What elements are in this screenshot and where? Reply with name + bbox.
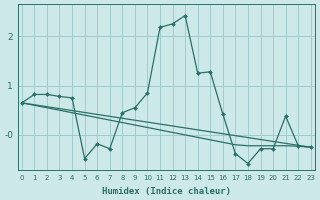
X-axis label: Humidex (Indice chaleur): Humidex (Indice chaleur)	[102, 187, 231, 196]
